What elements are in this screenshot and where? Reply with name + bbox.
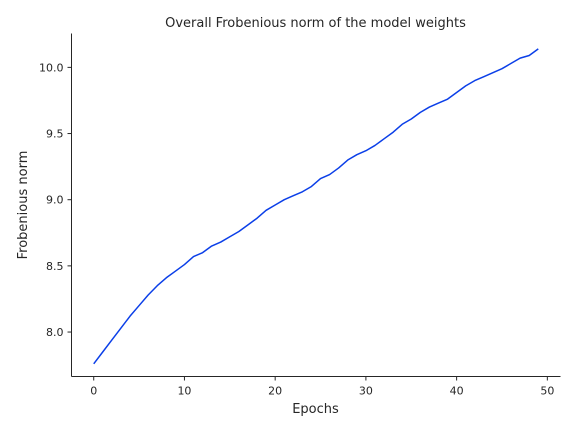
y-tick-label: 8.0 <box>46 326 64 339</box>
x-tick-label: 0 <box>90 385 97 398</box>
y-tick-label: 10.0 <box>39 61 64 74</box>
x-axis-label: Epochs <box>292 402 339 417</box>
x-axis-ticks: 0 10 20 30 40 50 <box>90 376 554 398</box>
x-tick-label: 30 <box>359 385 373 398</box>
chart-title: Overall Frobenious norm of the model wei… <box>165 16 466 31</box>
y-tick-label: 8.5 <box>46 260 64 273</box>
x-tick-label: 20 <box>268 385 282 398</box>
y-tick-label: 9.0 <box>46 194 64 207</box>
x-tick-label: 10 <box>177 385 191 398</box>
x-tick-label: 40 <box>450 385 464 398</box>
x-tick-label: 50 <box>540 385 554 398</box>
frobenius-norm-line <box>93 48 539 365</box>
y-tick-label: 9.5 <box>46 128 64 141</box>
y-axis-label: Frobenious norm <box>16 151 31 260</box>
y-axis-ticks: 8.0 8.5 9.0 9.5 10.0 <box>39 61 72 339</box>
plot-area <box>93 48 539 365</box>
